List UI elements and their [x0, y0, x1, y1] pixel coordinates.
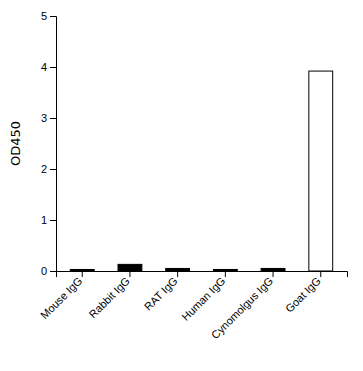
- tick-label: 0: [41, 265, 47, 277]
- bar: [70, 269, 94, 271]
- tick-label: Human IgG: [179, 275, 227, 323]
- tick: 5: [41, 10, 56, 22]
- tick-label: 2: [41, 163, 47, 175]
- tick-mark: [320, 271, 321, 277]
- tick: Rabbit IgG: [86, 271, 132, 320]
- tick-mark: [50, 118, 56, 119]
- tick-label: Mouse IgG: [38, 275, 85, 322]
- tick-label: 5: [41, 10, 47, 22]
- tick-mark: [177, 271, 178, 277]
- tick: 3: [41, 112, 56, 124]
- y-axis: 0 1 2 3 4 5: [41, 10, 57, 277]
- tick-mark: [129, 271, 130, 277]
- bar: [309, 71, 333, 271]
- axis-line: [57, 272, 348, 278]
- tick-label: 1: [41, 214, 47, 226]
- tick-label: RAT IgG: [142, 275, 180, 313]
- bar: [118, 264, 142, 271]
- tick-label: Goat IgG: [283, 275, 323, 315]
- bar: [213, 269, 237, 271]
- tick-mark: [82, 271, 83, 277]
- tick-mark: [225, 271, 226, 277]
- tick-mark: [50, 67, 56, 68]
- y-axis-title: OD450: [8, 121, 23, 166]
- axis-line: [50, 17, 57, 272]
- tick: 4: [41, 61, 56, 73]
- tick: 2: [41, 163, 56, 175]
- tick: Cynomolgus IgG: [209, 271, 275, 341]
- bar: [261, 268, 285, 271]
- tick-label: Cynomolgus IgG: [209, 275, 275, 341]
- plot: 0 1 2 3 4 5 Mouse IgGRabbit IgG RAT IgGHuman Ig…: [38, 10, 348, 341]
- tick-label: Rabbit IgG: [86, 275, 132, 321]
- tick: Human IgG: [179, 271, 227, 323]
- bars: [70, 71, 332, 271]
- tick: Mouse IgG: [38, 271, 85, 321]
- tick: 0: [41, 265, 56, 277]
- tick-mark: [50, 169, 56, 170]
- tick-label: 3: [41, 112, 47, 124]
- tick-mark: [50, 220, 56, 221]
- tick-mark: [50, 16, 56, 17]
- tick: Goat IgG: [283, 271, 323, 315]
- bar: [166, 268, 190, 271]
- tick: 1: [41, 214, 56, 226]
- tick-label: 4: [41, 61, 47, 73]
- tick-mark: [50, 271, 56, 272]
- tick: RAT IgG: [142, 271, 180, 313]
- x-axis: Mouse IgGRabbit IgG RAT IgGHuman IgGCynom…: [38, 271, 348, 341]
- tick-mark: [273, 271, 274, 277]
- chart: 0 1 2 3 4 5 Mouse IgGRabbit IgG RAT IgGHuman Ig…: [0, 0, 363, 371]
